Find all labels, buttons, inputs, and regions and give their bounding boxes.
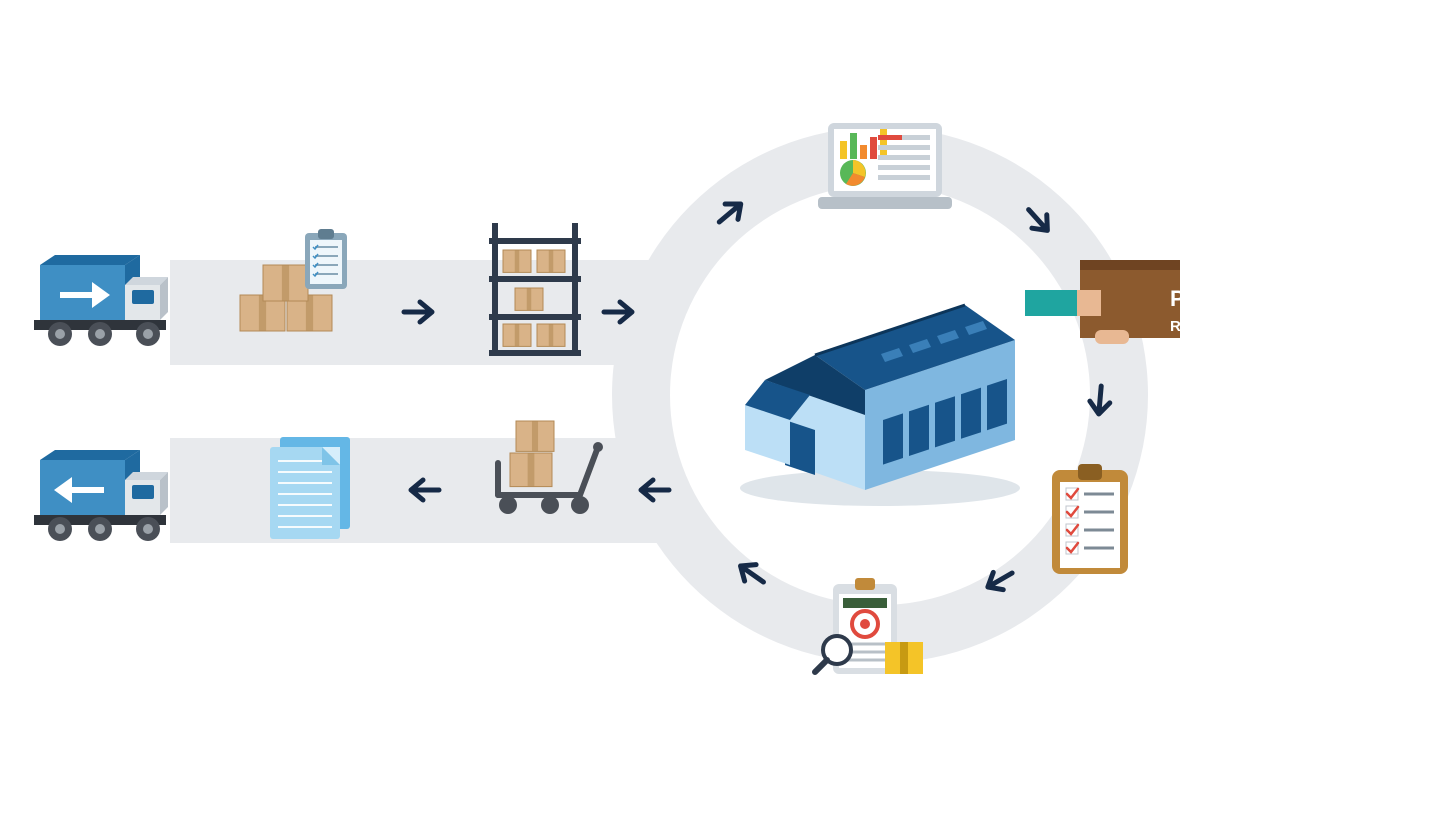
- planning-icon: [810, 115, 960, 225]
- inventory-icon: [805, 572, 955, 702]
- infographic-stage: Receiving Efficient, Accurate Intake of G…: [0, 0, 1446, 829]
- debriefing-subtitle: Comprehensive Performance and Operation …: [195, 643, 435, 681]
- checking-title: Checking: [1155, 490, 1375, 518]
- receiving-icon: [225, 225, 365, 345]
- putaway-title: Put-away: [445, 140, 665, 168]
- planning-subtitle: Intelligent Workflow and Resource Manage…: [770, 54, 1020, 92]
- checking-subtitle: Ensured Quality and Order Accuracy: [1160, 523, 1380, 561]
- receiving-title: Receiving: [200, 140, 400, 168]
- receiving-subtitle: Efficient, Accurate Intake of Goods: [200, 172, 400, 210]
- checking-icon: [1040, 460, 1140, 590]
- dispatch-title: Dispatch: [455, 610, 655, 638]
- putaway-subtitle: Optimized Storage Location Allocation: [445, 172, 665, 210]
- picking-subtitle: Rapid, Error-free Order Fulfilment: [1170, 318, 1400, 356]
- truck-inbound-icon: [10, 250, 180, 380]
- picking-title: Picking: [1170, 285, 1390, 313]
- dispatch-icon: [480, 405, 610, 555]
- putaway-icon: [475, 218, 595, 363]
- planning-title: Planning: [775, 22, 1015, 50]
- truck-outbound-icon: [10, 445, 180, 575]
- debriefing-title: Debriefing: [200, 610, 430, 638]
- inventory-title: Inventory Management: [720, 702, 1080, 730]
- debriefing-icon: [250, 425, 380, 555]
- inventory-subtitle: Seamless, Automated Inventory Maintenanc…: [740, 735, 1060, 773]
- dispatch-subtitle: Swift, Smooth Order Dispatch: [465, 643, 645, 681]
- warehouse-icon: [715, 270, 1045, 510]
